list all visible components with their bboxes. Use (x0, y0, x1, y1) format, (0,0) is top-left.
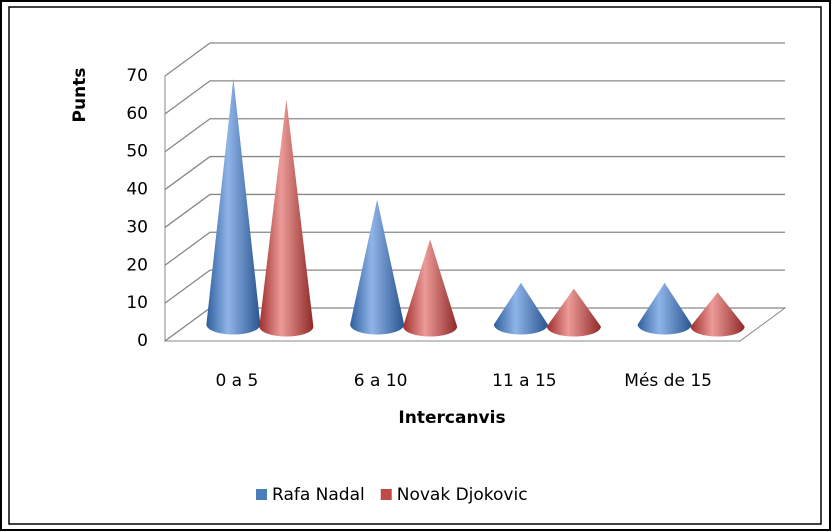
y-tick-label: 30 (126, 217, 148, 237)
y-tick-label: 40 (126, 180, 148, 200)
cone (350, 199, 405, 335)
cone (403, 239, 458, 337)
cone (259, 99, 314, 337)
y-tick-label: 70 (126, 66, 148, 86)
cone (690, 292, 745, 337)
y-tick-label: 50 (126, 142, 148, 162)
grid-line (164, 80, 785, 115)
grid-line (164, 269, 785, 304)
grid-line (164, 155, 785, 191)
y-tick-label: 10 (126, 293, 148, 313)
legend-swatch (256, 489, 267, 500)
chart-border (8, 6, 822, 525)
x-tick-label: Més de 15 (624, 371, 712, 391)
y-tick-label: 20 (126, 255, 148, 275)
legend-label: Rafa Nadal (272, 485, 365, 505)
y-tick-label: 60 (126, 104, 148, 124)
x-axis-title: Intercanvis (398, 408, 505, 428)
x-tick-label: 11 a 15 (492, 371, 557, 391)
cone (637, 282, 692, 335)
cone (546, 288, 601, 337)
grid-line (164, 42, 785, 77)
legend-swatch (380, 489, 392, 500)
grid-line (164, 118, 785, 153)
cone (206, 78, 261, 335)
grid-line (164, 193, 785, 228)
x-tick-label: 6 a 10 (354, 371, 408, 391)
x-tick-label: 0 a 5 (215, 371, 258, 391)
y-axis-title: Punts (70, 68, 90, 123)
y-tick-label: 0 (137, 331, 148, 351)
cone (493, 282, 548, 335)
grid-line (164, 231, 785, 266)
legend-label: Novak Djokovic (397, 485, 528, 505)
